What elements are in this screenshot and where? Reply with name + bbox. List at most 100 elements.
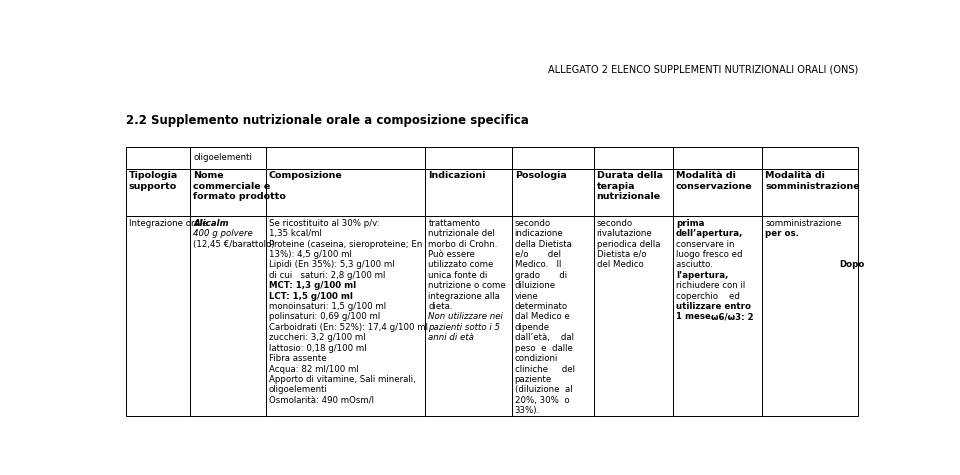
Bar — [266, 147, 425, 169]
Text: e/o       del: e/o del — [515, 250, 561, 259]
Text: integrazione alla: integrazione alla — [428, 292, 500, 301]
Bar — [512, 147, 594, 169]
Text: Nome
commerciale e
formato prodotto: Nome commerciale e formato prodotto — [193, 171, 286, 201]
Text: diluizione: diluizione — [515, 281, 556, 290]
Text: Medico.   Il: Medico. Il — [515, 260, 561, 269]
Text: dell’apertura,: dell’apertura, — [676, 229, 743, 238]
Text: 20%, 30%  o: 20%, 30% o — [515, 396, 569, 405]
Text: (12,45 €/barattolo): (12,45 €/barattolo) — [193, 239, 275, 248]
Bar — [594, 147, 673, 169]
Text: dipende: dipende — [515, 323, 550, 332]
Text: cliniche     del: cliniche del — [515, 365, 575, 374]
Text: Dietista e/o: Dietista e/o — [597, 250, 646, 259]
Text: ω6/ω3: 2: ω6/ω3: 2 — [711, 313, 754, 322]
Text: utilizzare entro: utilizzare entro — [676, 302, 751, 311]
Text: rivalutazione: rivalutazione — [597, 229, 653, 238]
Text: dieta.: dieta. — [428, 302, 453, 311]
Text: monoinsaturi: 1,5 g/100 ml: monoinsaturi: 1,5 g/100 ml — [269, 302, 386, 311]
Bar — [762, 169, 858, 216]
Text: pazienti sotto i 5: pazienti sotto i 5 — [428, 323, 500, 332]
Bar — [190, 169, 266, 216]
Bar — [673, 147, 762, 169]
Text: polinsaturi: 0,69 g/100 ml: polinsaturi: 0,69 g/100 ml — [269, 313, 383, 322]
Text: Modalità di
somministrazione: Modalità di somministrazione — [765, 171, 860, 190]
Text: indicazione: indicazione — [515, 229, 564, 238]
Text: Durata della
terapia
nutrizionale: Durata della terapia nutrizionale — [597, 171, 662, 201]
Bar — [126, 147, 190, 169]
Text: luogo fresco ed: luogo fresco ed — [676, 250, 742, 259]
Bar — [594, 216, 673, 416]
Text: del Medico: del Medico — [597, 260, 643, 269]
Text: utilizzato come: utilizzato come — [428, 260, 493, 269]
Text: periodica della: periodica della — [597, 239, 660, 248]
Text: Dopo: Dopo — [840, 260, 865, 269]
Bar — [266, 169, 425, 216]
Text: secondo: secondo — [515, 218, 551, 228]
Text: Proteine (caseina, sieroproteine; En: Proteine (caseina, sieroproteine; En — [269, 239, 422, 248]
Bar — [762, 147, 858, 169]
Bar — [190, 147, 266, 169]
Text: anni di età: anni di età — [428, 333, 474, 342]
Text: Tipologia
supporto: Tipologia supporto — [129, 171, 179, 190]
Bar — [594, 169, 673, 216]
Text: unica fonte di: unica fonte di — [428, 271, 488, 280]
Text: zuccheri: 3,2 g/100 ml: zuccheri: 3,2 g/100 ml — [269, 333, 366, 342]
Text: nutrizionale del: nutrizionale del — [428, 229, 495, 238]
Text: di cui   saturi: 2,8 g/100 ml: di cui saturi: 2,8 g/100 ml — [269, 271, 385, 280]
Text: dall’età,    dal: dall’età, dal — [515, 333, 574, 342]
Text: ALLEGATO 2 ELENCO SUPPLEMENTI NUTRIZIONALI ORALI (ONS): ALLEGATO 2 ELENCO SUPPLEMENTI NUTRIZIONA… — [548, 64, 858, 74]
Text: Modalità di
conservazione: Modalità di conservazione — [676, 171, 753, 190]
Text: Acqua: 82 ml/100 ml: Acqua: 82 ml/100 ml — [269, 365, 358, 374]
Text: lattosio: 0,18 g/100 ml: lattosio: 0,18 g/100 ml — [269, 344, 367, 353]
Text: 2.2 Supplemento nutrizionale orale a composizione specifica: 2.2 Supplemento nutrizionale orale a com… — [126, 114, 529, 127]
Text: peso  e  dalle: peso e dalle — [515, 344, 572, 353]
Bar — [266, 216, 425, 416]
Text: 1 mese.: 1 mese. — [676, 313, 714, 322]
Text: nutrizione o come: nutrizione o come — [428, 281, 506, 290]
Bar — [512, 169, 594, 216]
Text: Apporto di vitamine, Sali minerali,: Apporto di vitamine, Sali minerali, — [269, 375, 416, 384]
Text: Integrazione orale: Integrazione orale — [129, 218, 207, 228]
Text: MCT: 1,3 g/100 ml: MCT: 1,3 g/100 ml — [269, 281, 356, 290]
Text: conservare in: conservare in — [676, 239, 734, 248]
Text: Lipidi (En 35%): 5,3 g/100 ml: Lipidi (En 35%): 5,3 g/100 ml — [269, 260, 395, 269]
Bar — [673, 169, 762, 216]
Text: Fibra assente: Fibra assente — [269, 354, 326, 363]
Text: 400 g polvere: 400 g polvere — [193, 229, 253, 238]
Bar — [673, 216, 762, 416]
Text: della Dietista: della Dietista — [515, 239, 571, 248]
Bar — [126, 216, 190, 416]
Text: prima: prima — [676, 218, 705, 228]
Bar — [762, 216, 858, 416]
Text: per os.: per os. — [765, 229, 799, 238]
Text: trattamento: trattamento — [428, 218, 480, 228]
Text: somministrazione: somministrazione — [765, 218, 842, 228]
Text: morbo di Crohn.: morbo di Crohn. — [428, 239, 497, 248]
Text: 1,35 kcal/ml: 1,35 kcal/ml — [269, 229, 322, 238]
Bar — [425, 147, 512, 169]
Text: Posologia: Posologia — [515, 171, 566, 180]
Text: 13%): 4,5 g/100 ml: 13%): 4,5 g/100 ml — [269, 250, 351, 259]
Text: Alicalm: Alicalm — [193, 218, 229, 228]
Text: (diluizione  al: (diluizione al — [515, 385, 572, 394]
Text: LCT: 1,5 g/100 ml: LCT: 1,5 g/100 ml — [269, 292, 352, 301]
Text: Carboidrati (En: 52%): 17,4 g/100 ml: Carboidrati (En: 52%): 17,4 g/100 ml — [269, 323, 428, 332]
Text: Composizione: Composizione — [269, 171, 343, 180]
Text: grado       di: grado di — [515, 271, 566, 280]
Text: richiudere con il: richiudere con il — [676, 281, 745, 290]
Bar — [425, 216, 512, 416]
Text: oligoelementi: oligoelementi — [193, 153, 252, 162]
Text: Osmolarità: 490 mOsm/l: Osmolarità: 490 mOsm/l — [269, 396, 373, 405]
Text: viene: viene — [515, 292, 539, 301]
Text: dal Medico e: dal Medico e — [515, 313, 569, 322]
Text: secondo: secondo — [597, 218, 633, 228]
Text: Può essere: Può essere — [428, 250, 475, 259]
Bar — [126, 169, 190, 216]
Text: 33%).: 33%). — [515, 406, 540, 415]
Text: determinato: determinato — [515, 302, 568, 311]
Text: coperchio    ed: coperchio ed — [676, 292, 739, 301]
Text: paziente: paziente — [515, 375, 552, 384]
Text: oligoelementi: oligoelementi — [269, 385, 327, 394]
Bar — [512, 216, 594, 416]
Bar — [425, 169, 512, 216]
